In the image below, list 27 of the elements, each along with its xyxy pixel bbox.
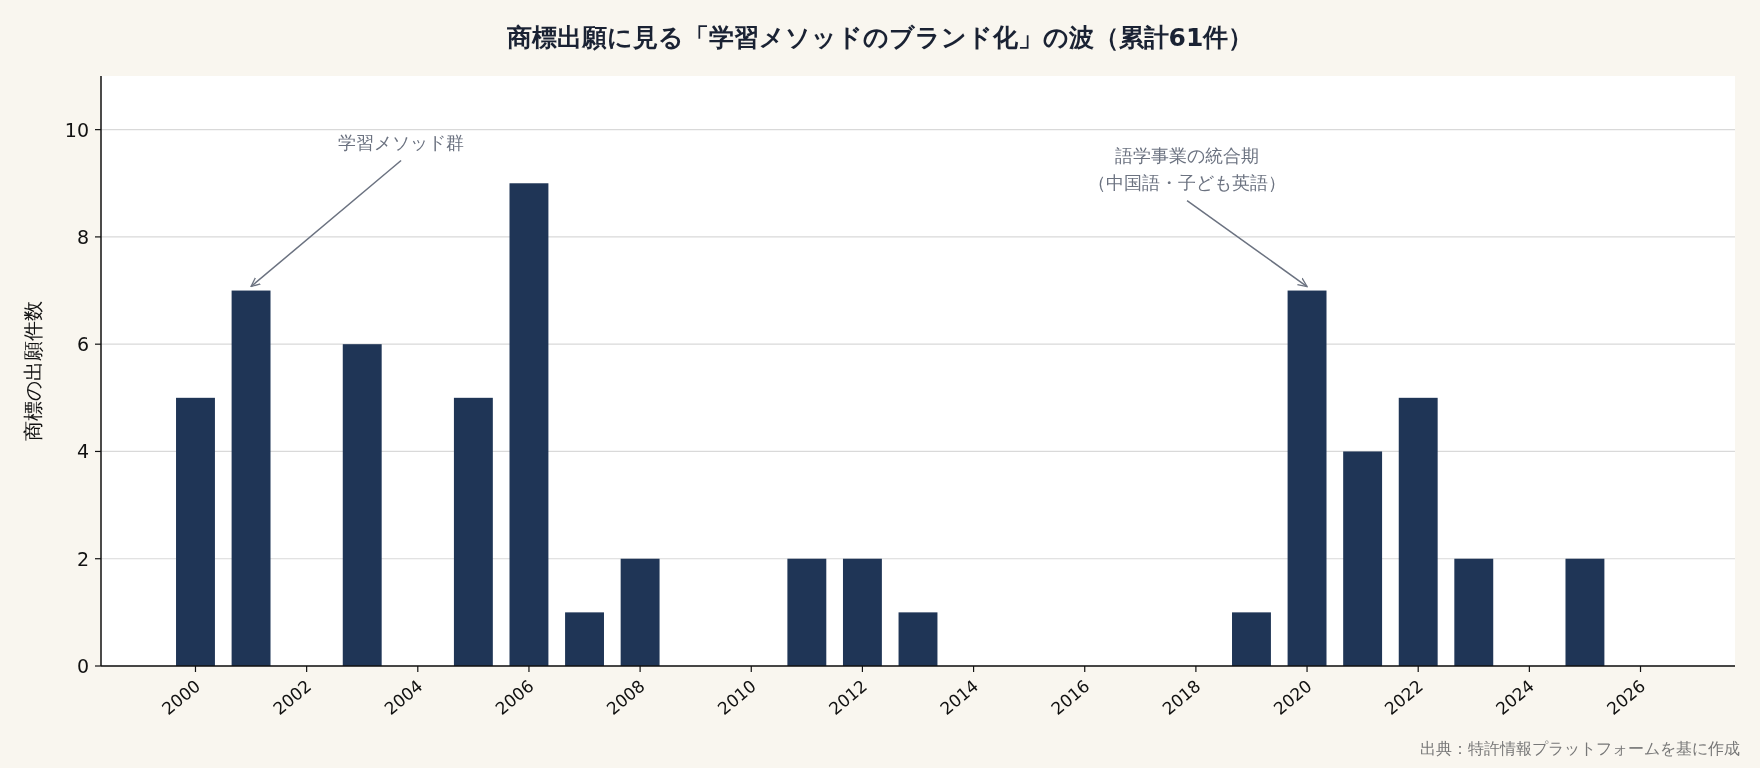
bar [231, 290, 271, 666]
bar [565, 612, 604, 666]
bar [509, 183, 549, 666]
y-tick-label: 10 [64, 118, 89, 141]
bar [1454, 558, 1494, 666]
bar [453, 397, 493, 666]
bar [787, 558, 827, 666]
y-axis-title: 商標の出願件数 [21, 301, 45, 441]
bar [342, 344, 382, 666]
bar [620, 558, 660, 666]
bar [1565, 558, 1605, 666]
source-note: 出典：特許情報プラットフォームを基に作成 [1420, 739, 1740, 758]
annotation: 学習メソッド群 [338, 131, 465, 153]
y-tick-label: 2 [76, 547, 89, 570]
annotation: 語学事業の統合期（中国語・子ども英語） [1088, 144, 1287, 193]
bar [1398, 397, 1438, 666]
bar [176, 397, 215, 666]
chart-title: 商標出願に見る「学習メソッドのブランド化」の波（累計61件） [505, 23, 1254, 52]
y-tick-label: 6 [76, 333, 89, 356]
y-tick-label: 4 [76, 440, 89, 463]
y-tick-label: 0 [76, 655, 89, 677]
bar [1232, 612, 1271, 666]
bar [1287, 290, 1327, 666]
bar [842, 558, 882, 666]
bar [898, 612, 938, 666]
bar [1343, 451, 1383, 666]
y-tick-label: 8 [76, 225, 89, 248]
